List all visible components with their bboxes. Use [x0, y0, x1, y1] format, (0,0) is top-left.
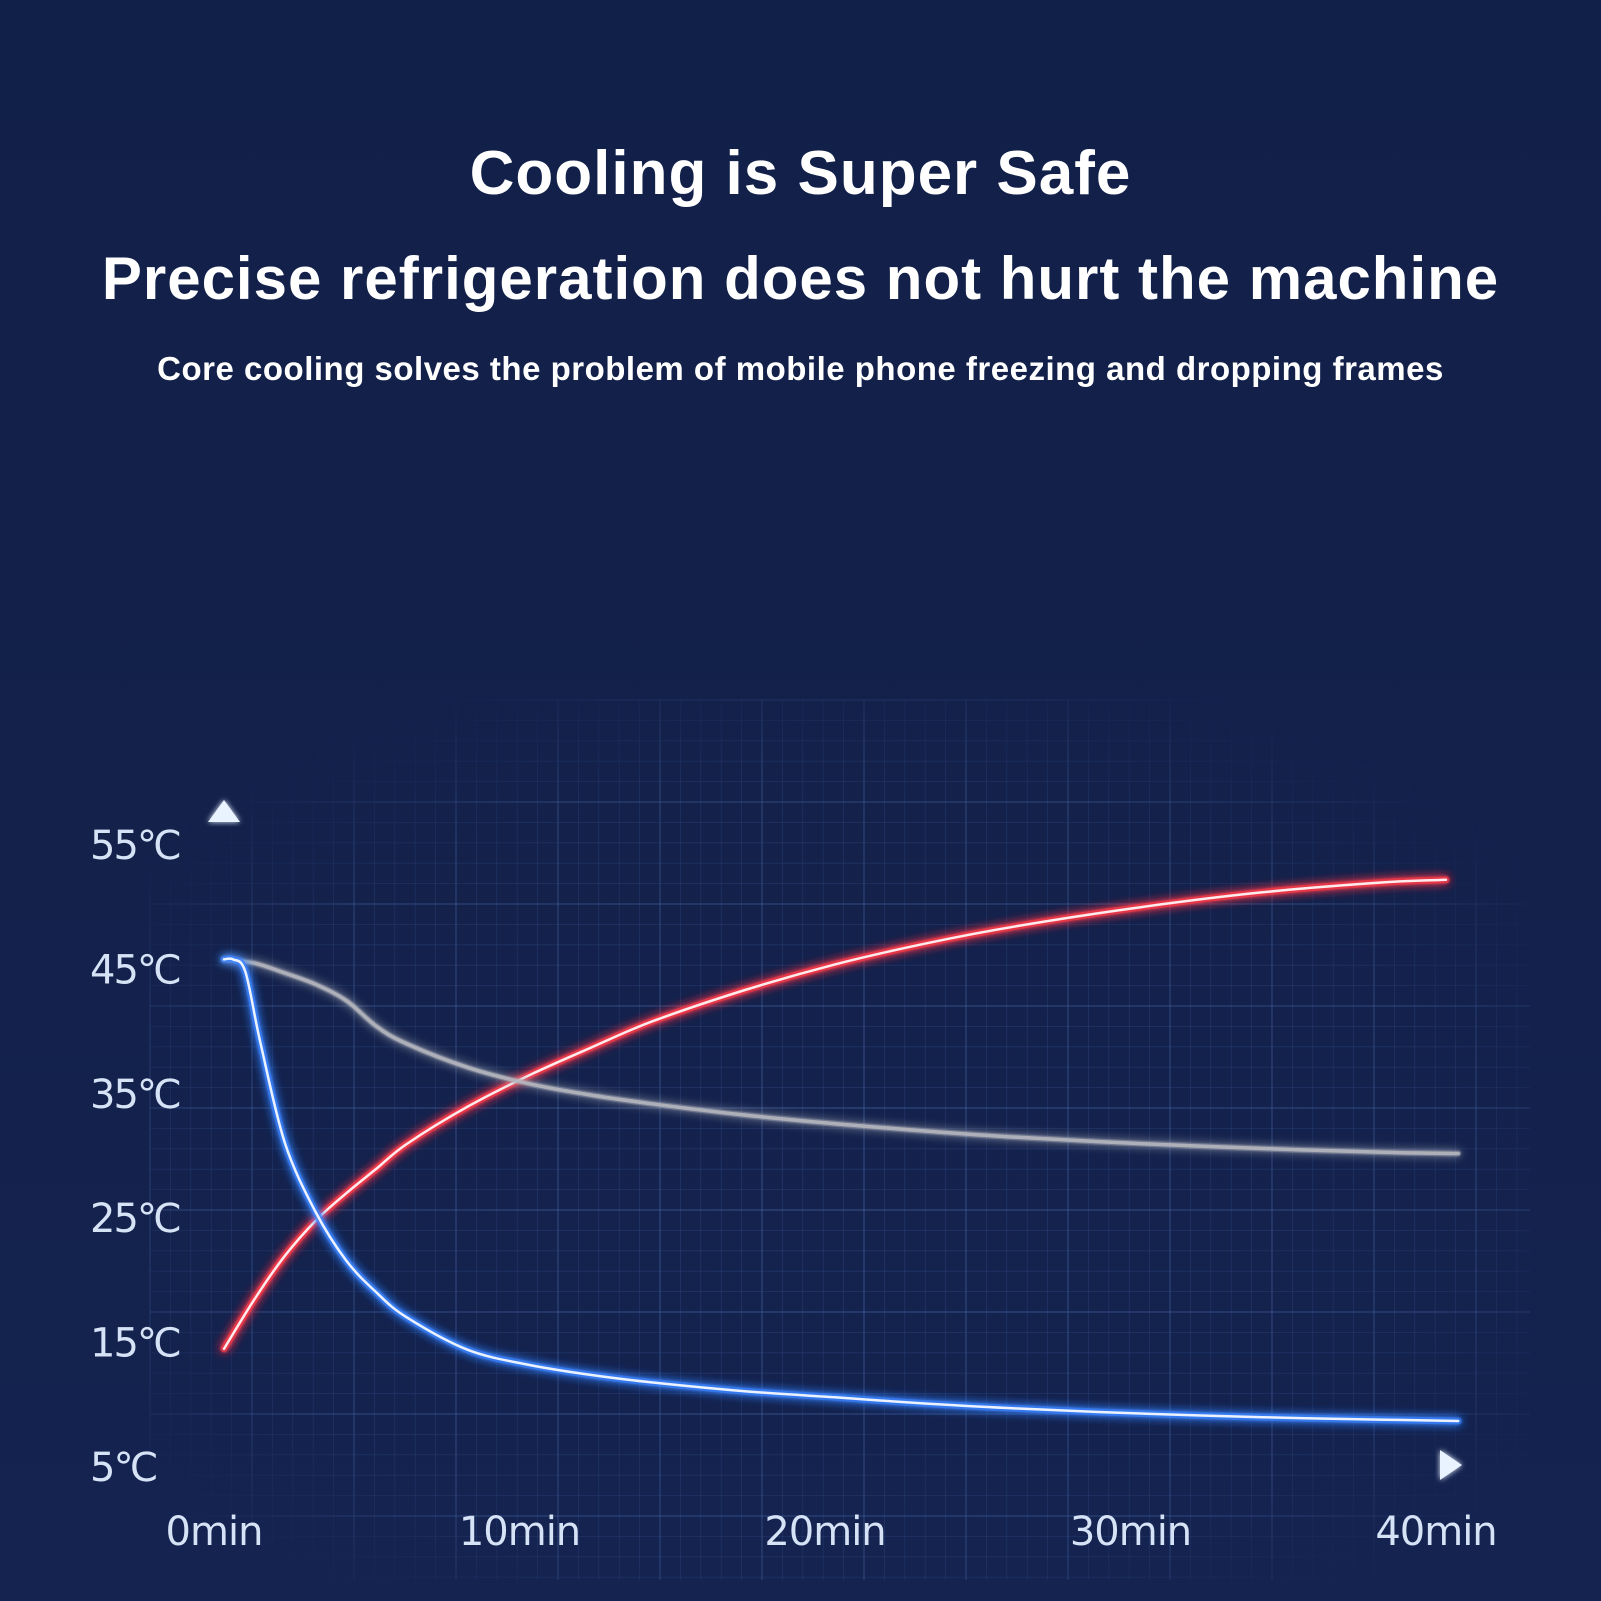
data-point	[1382, 880, 1387, 885]
y-axis-arrow-icon	[208, 800, 240, 822]
y-tick-label: 15℃	[90, 1321, 180, 1367]
data-point	[1138, 1411, 1143, 1416]
data-point	[344, 998, 349, 1003]
data-point	[1260, 890, 1265, 895]
data-point	[344, 1258, 349, 1263]
page-subtitle: Precise refrigeration does not hurt the …	[101, 245, 1500, 312]
data-point	[527, 1081, 532, 1086]
data-point	[222, 1346, 227, 1351]
data-point	[313, 1210, 318, 1215]
y-tick-label: 5℃	[90, 1445, 156, 1491]
data-point	[1260, 1415, 1265, 1420]
data-point	[222, 957, 227, 962]
data-point	[405, 1042, 410, 1047]
series-line	[222, 957, 1460, 1423]
data-point	[466, 1065, 471, 1070]
data-point	[313, 982, 318, 987]
x-axis-ticks: 0min 10min 20min 30min 40min	[166, 1509, 1498, 1555]
x-tick-label: 0min	[166, 1509, 263, 1555]
x-tick-label: 30min	[1070, 1509, 1191, 1555]
data-point	[527, 1363, 532, 1368]
data-point	[344, 1191, 349, 1196]
data-point	[1456, 1151, 1461, 1156]
data-point	[1382, 1150, 1387, 1155]
data-point	[1016, 1406, 1021, 1411]
y-axis-ticks: 55℃ 45℃ 35℃ 25℃ 15℃ 5℃	[90, 823, 182, 1491]
x-axis-arrow-icon	[1440, 1450, 1462, 1480]
data-point	[1138, 1141, 1143, 1146]
tagline: Core cooling solves the problem of mobil…	[157, 350, 1444, 387]
data-point	[252, 1297, 257, 1302]
series-ambient	[221, 956, 1462, 1157]
series-line	[222, 878, 1448, 1351]
data-point	[1444, 877, 1449, 882]
data-point	[374, 1024, 379, 1029]
data-point	[833, 1395, 838, 1400]
chart-axes	[208, 800, 1462, 1480]
y-tick-label: 35℃	[90, 1072, 180, 1118]
data-point	[231, 957, 236, 962]
data-point	[741, 1112, 746, 1117]
data-point	[374, 1166, 379, 1171]
data-point	[1456, 1419, 1461, 1424]
data-point	[588, 1093, 593, 1098]
data-point	[283, 1141, 288, 1146]
data-point	[649, 1380, 654, 1385]
data-point	[1382, 1417, 1387, 1422]
data-point	[252, 961, 257, 966]
data-point	[833, 1121, 838, 1126]
series-line	[222, 957, 1460, 1156]
data-point	[1138, 905, 1143, 910]
x-tick-label: 20min	[764, 1509, 885, 1555]
data-point	[243, 969, 248, 974]
data-point	[258, 1042, 263, 1047]
data-point	[1016, 1135, 1021, 1140]
data-point	[833, 962, 838, 967]
data-point	[649, 1019, 654, 1024]
x-tick-label: 40min	[1375, 1509, 1496, 1555]
page-title: Cooling is Super Safe	[469, 139, 1132, 208]
data-point	[649, 1101, 654, 1106]
data-point	[283, 1253, 288, 1258]
y-tick-label: 45℃	[90, 947, 180, 993]
data-point	[405, 1141, 410, 1146]
y-tick-label: 55℃	[90, 823, 180, 869]
data-point	[1260, 1146, 1265, 1151]
data-point	[374, 1290, 379, 1295]
data-point	[1016, 923, 1021, 928]
x-tick-label: 10min	[459, 1509, 580, 1555]
series-heating	[220, 876, 1450, 1353]
series-cooling	[220, 955, 1462, 1425]
data-point	[588, 1372, 593, 1377]
data-point	[466, 1104, 471, 1109]
data-point	[924, 1129, 929, 1134]
data-point	[527, 1073, 532, 1078]
data-point	[741, 1389, 746, 1394]
data-point	[405, 1315, 410, 1320]
data-point	[741, 988, 746, 993]
series-line-glow	[220, 876, 1450, 1353]
data-point	[924, 941, 929, 946]
data-point	[466, 1348, 471, 1353]
chart-series	[220, 876, 1462, 1425]
data-point	[924, 1401, 929, 1406]
data-point	[588, 1045, 593, 1050]
chart-grid	[149, 699, 1530, 1580]
y-tick-label: 25℃	[90, 1196, 180, 1242]
data-point	[283, 971, 288, 976]
